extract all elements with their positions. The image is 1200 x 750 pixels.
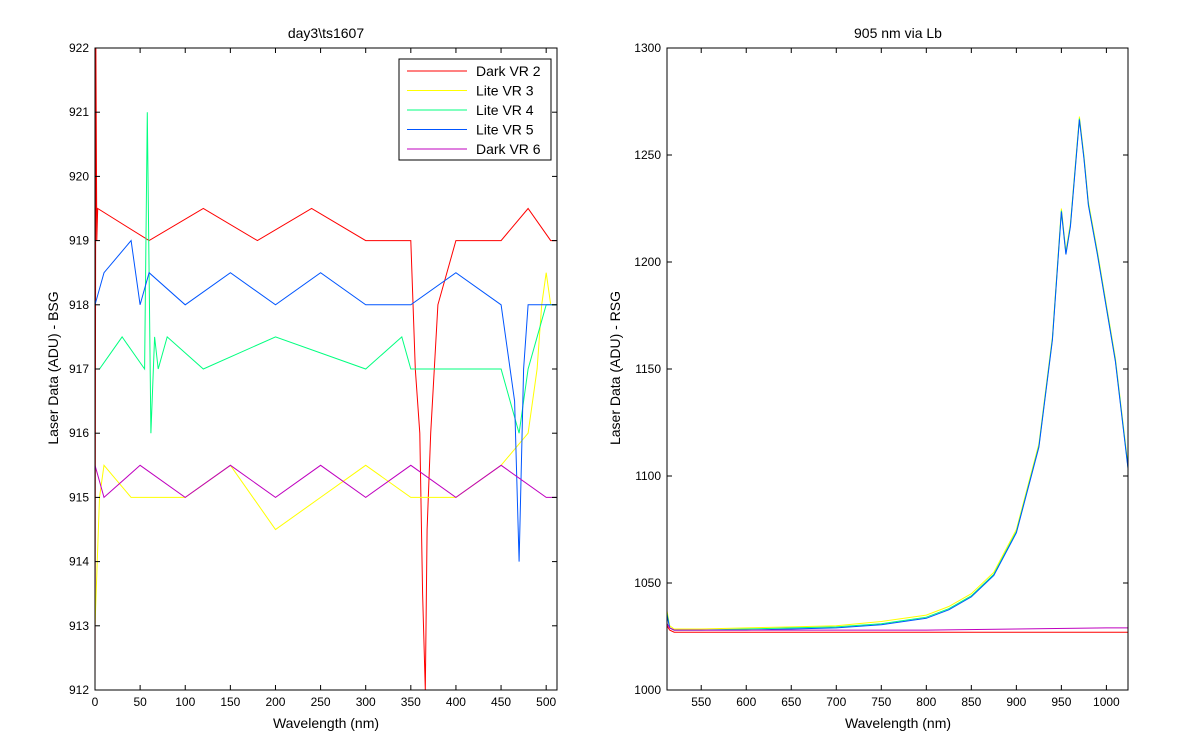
left-y-tick-label: 913: [69, 619, 89, 633]
left-y-tick-label: 918: [69, 298, 89, 312]
left-legend: Dark VR 2 Lite VR 3 Lite VR 4 Lite VR 5 Dark…: [398, 58, 552, 161]
right-x-tick-label: 850: [961, 695, 981, 709]
left-y-axis-label: Laser Data (ADU) - BSG: [45, 291, 61, 444]
left-series-line-3: [95, 239, 557, 562]
right-y-axis-label: Laser Data (ADU) - RSG: [607, 291, 623, 445]
left-legend-label: Lite VR 5: [476, 122, 534, 138]
left-y-tick-label: 916: [69, 426, 89, 440]
right-x-tick-label: 750: [871, 695, 891, 709]
right-x-tick-label: 900: [1006, 695, 1026, 709]
left-chart-title: day3\ts1607: [288, 25, 364, 41]
right-x-axis-label: Wavelength (nm): [845, 715, 951, 731]
left-x-tick-label: 400: [446, 695, 466, 709]
right-plot-area: 550 600 650 700 750 800 850 900 950 1000 1000 1050 1…: [634, 41, 1129, 709]
left-x-tick-label: 500: [536, 695, 556, 709]
left-chart: day3\ts1607 0 50 100 150 200 250 300 350 400 450 5…: [45, 25, 558, 731]
left-plot-area: 0 50 100 150 200 250 300 350 400 450 500 912 913 914 9…: [69, 41, 558, 709]
right-x-tick-label: 550: [691, 695, 711, 709]
left-series-line-0: [95, 48, 557, 690]
left-y-tick-label: 912: [69, 683, 89, 697]
right-y-tick-label: 1100: [635, 469, 661, 483]
left-x-axis-label: Wavelength (nm): [273, 715, 379, 731]
right-y-tick-label: 1150: [635, 362, 661, 376]
right-y-tick-label: 1250: [634, 148, 661, 162]
left-y-tick-label: 919: [69, 234, 89, 248]
left-legend-label: Lite VR 3: [476, 83, 534, 99]
left-y-tick-label: 920: [69, 169, 89, 183]
right-y-tick-label: 1200: [634, 255, 661, 269]
left-series-line-2: [95, 112, 557, 434]
right-x-tick-label: 600: [736, 695, 756, 709]
left-x-tick-label: 200: [265, 695, 285, 709]
right-series-line-3: [667, 625, 1128, 633]
right-x-tick-label: 700: [826, 695, 846, 709]
left-x-tick-label: 250: [311, 695, 331, 709]
left-y-tick-label: 921: [69, 105, 89, 119]
left-y-tick-label: 914: [69, 555, 89, 569]
left-y-tick-label: 915: [69, 490, 89, 504]
left-x-tick-label: 350: [401, 695, 421, 709]
right-x-tick-label: 1000: [1093, 695, 1120, 709]
right-series-group: [667, 116, 1128, 633]
right-x-tick-label: 650: [781, 695, 801, 709]
left-x-tick-label: 300: [356, 695, 376, 709]
right-x-tick-label: 800: [916, 695, 936, 709]
left-series-group: [95, 48, 557, 690]
right-y-tick-label: 1000: [634, 683, 661, 697]
left-x-tick-label: 0: [92, 695, 99, 709]
left-legend-label: Dark VR 2: [476, 63, 541, 79]
right-chart: 905 nm via Lb 550 600 650 700 750 800 850 900 95…: [607, 25, 1129, 731]
left-x-tick-label: 450: [491, 695, 511, 709]
left-legend-label: Dark VR 6: [476, 141, 541, 157]
right-x-tick-label: 950: [1051, 695, 1071, 709]
left-x-tick-label: 100: [175, 695, 195, 709]
left-series-line-4: [95, 464, 557, 499]
right-y-tick-label: 1050: [634, 576, 661, 590]
left-legend-label: Lite VR 4: [476, 102, 534, 118]
right-y-tick-label: 1300: [634, 41, 661, 55]
right-chart-title: 905 nm via Lb: [854, 25, 942, 41]
right-series-line-4: [667, 623, 1128, 631]
left-x-tick-label: 50: [133, 695, 147, 709]
left-x-tick-label: 150: [220, 695, 240, 709]
left-y-tick-label: 922: [69, 41, 89, 55]
left-y-tick-label: 917: [69, 362, 89, 376]
